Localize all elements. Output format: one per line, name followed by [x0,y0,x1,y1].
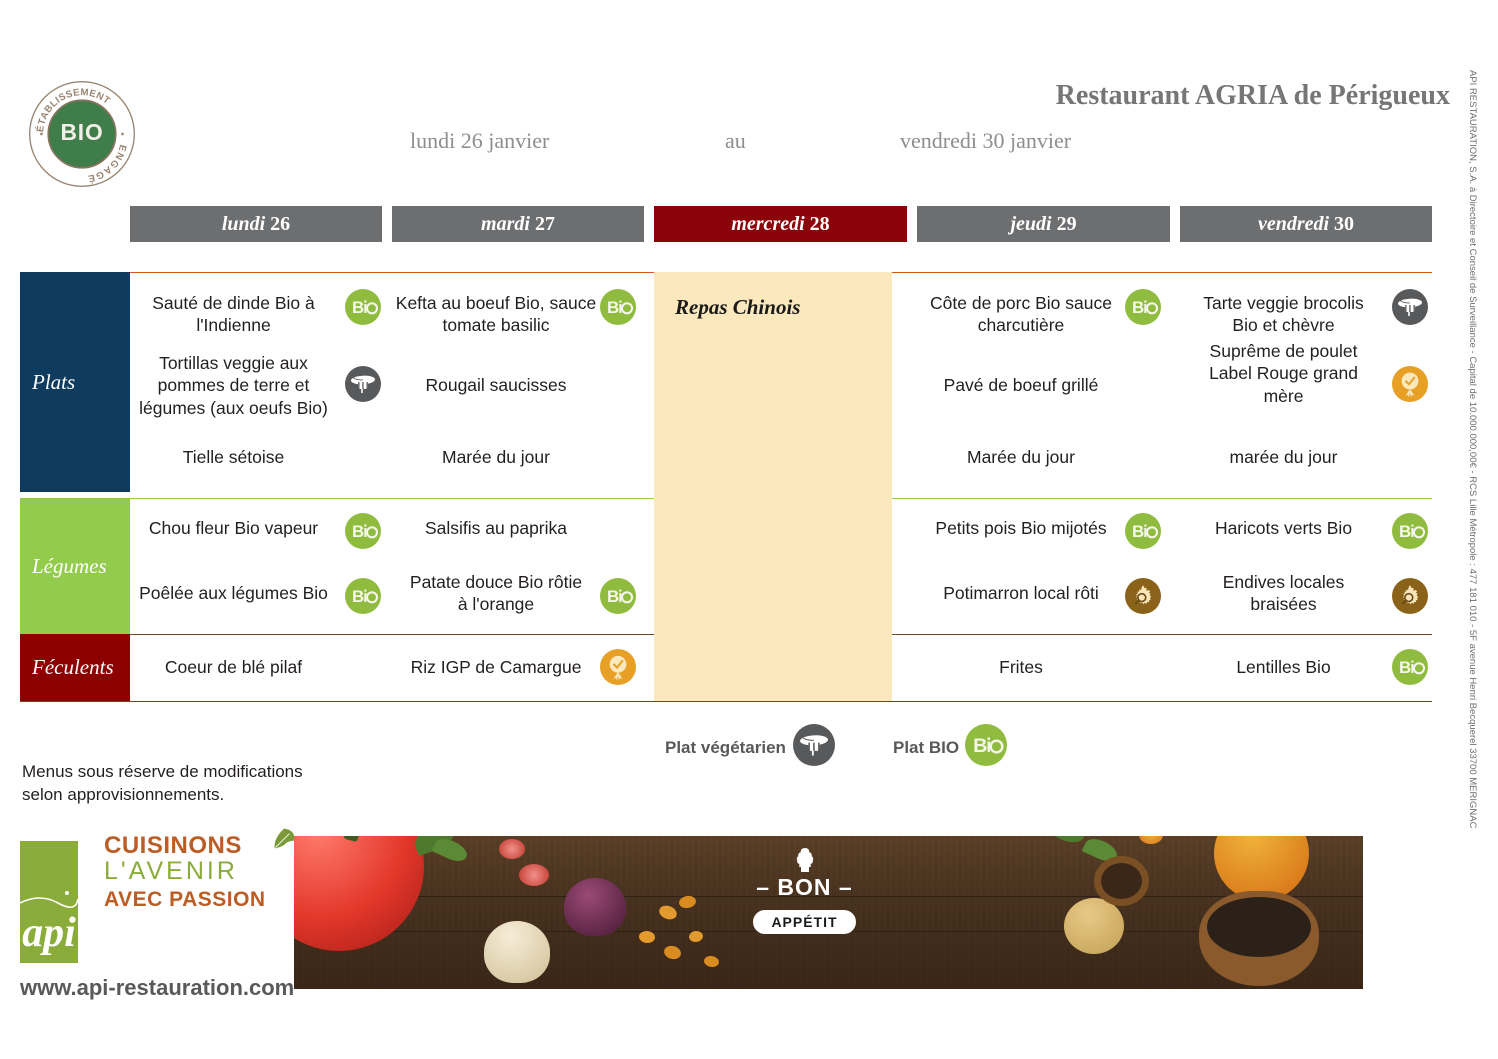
svg-text:BIO: BIO [60,119,103,145]
svg-text:api: api [22,910,76,956]
